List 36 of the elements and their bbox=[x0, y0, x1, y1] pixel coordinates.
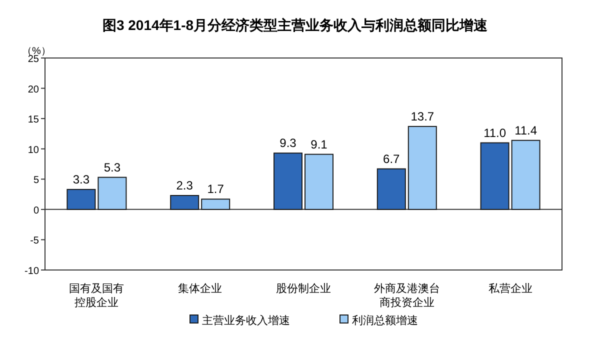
bar bbox=[376, 168, 406, 210]
y-tick-label: 25 bbox=[28, 54, 40, 65]
bar bbox=[98, 176, 127, 210]
bar bbox=[511, 140, 540, 210]
x-tick-label: 外商及港澳台商投资企业 bbox=[374, 282, 440, 309]
y-tick-label: -5 bbox=[30, 236, 40, 247]
y-tick-label: 20 bbox=[28, 84, 40, 96]
y-tick-label: 15 bbox=[28, 114, 40, 126]
bar bbox=[201, 198, 230, 210]
bar bbox=[274, 152, 302, 210]
data-label: 3.3 bbox=[72, 172, 90, 186]
data-label: 11.0 bbox=[484, 126, 506, 140]
bar bbox=[480, 142, 510, 210]
chart-title: 图3 2014年1-8月分经济类型主营业务收入与利润总额同比增速 bbox=[102, 17, 489, 33]
bar bbox=[304, 154, 334, 210]
y-tick-label: 5 bbox=[33, 175, 40, 186]
data-label: 1.7 bbox=[207, 182, 224, 196]
bar bbox=[66, 188, 96, 210]
data-label: 5.3 bbox=[104, 160, 121, 174]
data-label: 9.1 bbox=[310, 137, 328, 152]
legend-label: 利润总额增速 bbox=[352, 314, 418, 327]
data-label: 11.4 bbox=[514, 123, 538, 138]
bar bbox=[170, 194, 200, 210]
legend-label: 主营业务收入增速 bbox=[202, 314, 290, 327]
x-tick-label: 集体企业 bbox=[178, 282, 222, 295]
x-tick-label: 国有及国有控股企业 bbox=[69, 283, 124, 309]
data-label: 9.3 bbox=[280, 136, 297, 150]
data-label: 2.3 bbox=[176, 178, 194, 192]
bar bbox=[408, 126, 437, 210]
x-tick-label: 私营企业 bbox=[488, 282, 532, 295]
data-label: 13.7 bbox=[410, 109, 434, 124]
y-tick-label: 0 bbox=[33, 205, 40, 216]
y-tick-label: -10 bbox=[24, 266, 40, 277]
y-tick-label: 10 bbox=[28, 144, 40, 156]
x-tick-label: 股份制企业 bbox=[276, 282, 331, 295]
data-label: 6.7 bbox=[383, 152, 400, 166]
